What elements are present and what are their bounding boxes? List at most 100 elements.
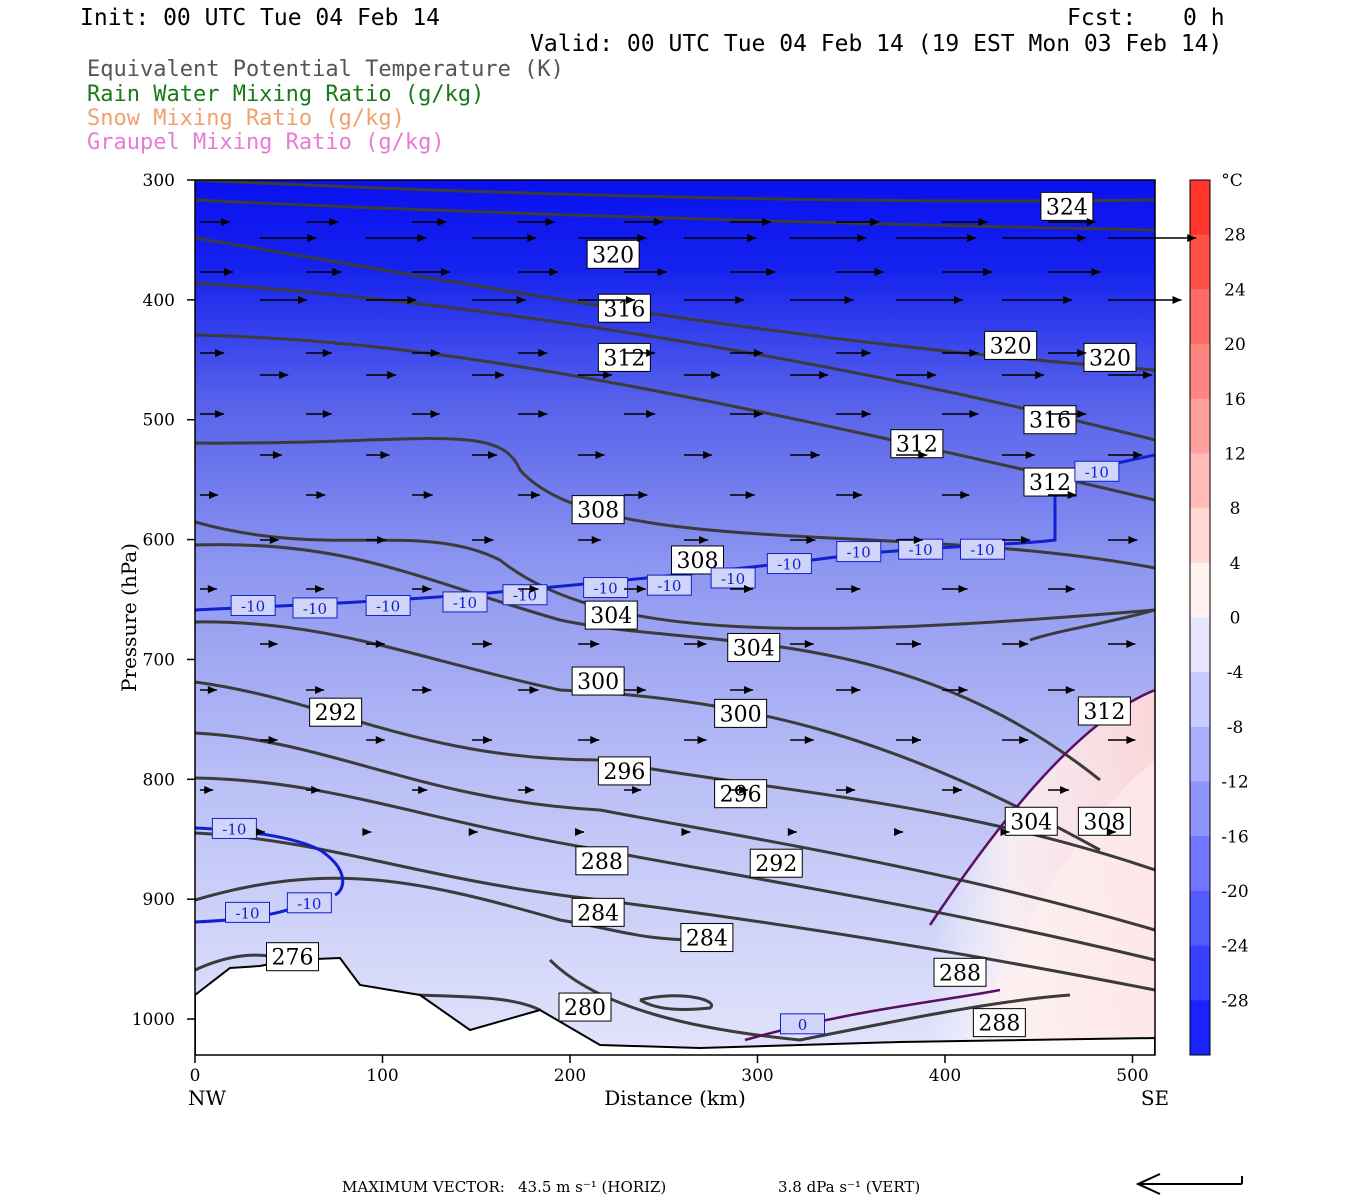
wind-vector [896, 234, 977, 242]
legend-rain-water: Rain Water Mixing Ratio (g/kg) [87, 82, 485, 107]
wind-vector [1002, 536, 1031, 544]
isotherm-label: -10 [211, 817, 257, 839]
isotherm-label: -10 [583, 577, 629, 599]
colorbar-tick-label: -8 [1227, 718, 1244, 738]
reference-vector-arrow [1135, 1173, 1243, 1195]
colorbar-swatch [1190, 344, 1210, 400]
wind-vector [790, 640, 814, 648]
svg-text:300: 300 [577, 670, 619, 695]
wind-vector [1048, 349, 1087, 357]
wind-vector [1048, 491, 1077, 499]
isotherm-label: -10 [365, 595, 411, 617]
wind-vector [730, 268, 776, 276]
wind-vector [836, 218, 880, 226]
svg-text:-10: -10 [222, 820, 246, 838]
contour-label: 284 [680, 923, 734, 953]
wind-vector [942, 349, 979, 357]
wind-vector [260, 736, 278, 744]
wind-vector [412, 349, 440, 357]
svg-text:296: 296 [720, 783, 762, 808]
contour-label: 288 [972, 1008, 1026, 1038]
wind-vector [412, 585, 432, 593]
contour-label: 312 [890, 429, 944, 459]
wind-vector [684, 451, 713, 459]
colorbar-tick-label: 20 [1224, 335, 1246, 355]
svg-text:-10: -10 [970, 541, 994, 559]
svg-text:308: 308 [1083, 810, 1125, 835]
wind-vector [790, 736, 814, 744]
svg-text:304: 304 [733, 636, 775, 661]
isotherm-label: -10 [646, 574, 692, 596]
svg-text:296: 296 [603, 760, 645, 785]
wind-vector [836, 585, 861, 593]
y-tick-label: 900 [143, 890, 175, 910]
wind-vector [1002, 736, 1029, 744]
wind-vector [306, 268, 342, 276]
wind-vector [575, 828, 585, 836]
wind-vector [1108, 451, 1143, 459]
theta-e-contour [195, 180, 1155, 203]
wind-vector [366, 234, 427, 242]
wind-vector [684, 640, 707, 648]
contour-label: 288 [575, 846, 629, 876]
valid-time: Valid: 00 UTC Tue 04 Feb 14 (19 EST Mon … [530, 31, 1223, 57]
wind-vector [578, 296, 635, 304]
legend-graupel: Graupel Mixing Ratio (g/kg) [87, 130, 445, 155]
isotherm-label: -10 [502, 584, 548, 606]
contour-label: 300 [571, 666, 625, 696]
svg-text:-10: -10 [297, 895, 321, 913]
isotherm-label: -10 [960, 538, 1005, 560]
wind-vector [894, 828, 904, 836]
svg-text:320: 320 [1089, 346, 1131, 371]
contour-label: 324 [1040, 191, 1094, 221]
x-axis-label: Distance (km) [604, 1086, 746, 1110]
wind-vector [1002, 296, 1073, 304]
wind-vector [1048, 585, 1075, 593]
wind-vector [942, 585, 968, 593]
colorbar-frame [1189, 179, 1211, 1056]
wind-vector [942, 686, 968, 694]
contour-label: 312 [597, 342, 651, 372]
wind-vector [366, 451, 390, 459]
wind-vector [787, 828, 797, 836]
wind-vector [1108, 536, 1138, 544]
wind-vector [260, 536, 279, 544]
colorbar-swatch [1190, 453, 1210, 509]
svg-text:288: 288 [581, 850, 623, 875]
wind-vector [518, 268, 559, 276]
colorbar-tick-label: 16 [1224, 390, 1246, 410]
wind-vector [624, 268, 667, 276]
colorbar-tick-label: 4 [1230, 554, 1241, 574]
wind-vector [896, 736, 921, 744]
wind-vector [306, 585, 325, 593]
wind-vector [730, 349, 763, 357]
colorbar-tick-label: -12 [1221, 773, 1248, 793]
y-tick-label: 500 [143, 411, 175, 431]
contour-label: 316 [1023, 405, 1077, 435]
x-tick-label: 500 [1116, 1066, 1148, 1086]
contour-label: 320 [1083, 342, 1137, 372]
svg-text:-10: -10 [594, 580, 618, 598]
svg-text:312: 312 [1083, 700, 1125, 725]
wind-vector [412, 686, 432, 694]
wind-vector [624, 349, 656, 357]
colorbar-tick-label: -28 [1221, 991, 1248, 1011]
contour-label: 304 [584, 600, 638, 630]
wind-vector [366, 371, 397, 379]
max-vector-horiz: 43.5 m s⁻¹ (HORIZ) [518, 1178, 667, 1196]
wind-vector [256, 828, 266, 836]
cross-section-chart: 324 320 316 312 320 320 316 312 312 308 308 304 304 3… [117, 171, 1249, 1110]
wind-vector [730, 686, 754, 694]
isotherm-label: -10 [710, 567, 756, 589]
svg-text:284: 284 [577, 901, 619, 926]
wind-vector [1002, 234, 1087, 242]
wind-vector [684, 371, 721, 379]
contour-label: 304 [727, 632, 781, 662]
wind-vector [472, 640, 493, 648]
wind-vector [578, 536, 601, 544]
max-vector-label: MAXIMUM VECTOR: [342, 1178, 505, 1196]
contour-label: 284 [571, 897, 625, 927]
contour-label: 292 [309, 697, 363, 727]
wind-vector [366, 536, 387, 544]
svg-text:-10: -10 [847, 544, 871, 562]
